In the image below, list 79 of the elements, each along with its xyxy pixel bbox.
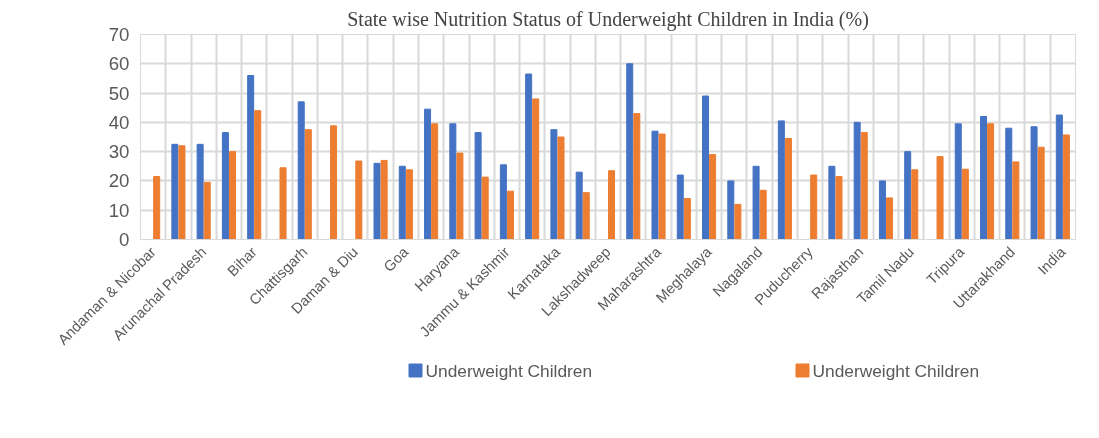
- bar: [987, 123, 995, 240]
- bar: [221, 132, 229, 240]
- bar: [911, 169, 919, 240]
- bar: [474, 132, 482, 240]
- bar: [355, 160, 363, 240]
- bar: [304, 129, 312, 240]
- bar: [1030, 126, 1038, 240]
- bar: [961, 168, 969, 240]
- bar: [1037, 146, 1045, 240]
- bar: [525, 73, 533, 240]
- y-tick-label: 50: [108, 82, 130, 104]
- bar: [1012, 161, 1020, 240]
- bar: [557, 136, 565, 240]
- y-tick-label: 20: [108, 170, 130, 192]
- bar: [247, 75, 255, 240]
- y-tick-label: 0: [119, 229, 130, 250]
- bar: [626, 63, 634, 240]
- bar: [853, 121, 861, 240]
- bar: [171, 143, 179, 240]
- bar: [203, 181, 211, 240]
- bar: [398, 165, 406, 240]
- bar: [481, 176, 489, 240]
- bar: [676, 174, 684, 240]
- bar: [709, 154, 717, 240]
- bar: [810, 174, 818, 240]
- bar: [1062, 134, 1070, 240]
- bar: [373, 162, 381, 240]
- bar: [1005, 127, 1013, 240]
- bar: [380, 159, 388, 240]
- bar: [424, 108, 432, 240]
- bar: [651, 130, 659, 240]
- y-tick-label: 60: [108, 53, 130, 75]
- bar: [506, 190, 514, 240]
- bar: [431, 123, 439, 240]
- bar: [532, 98, 540, 240]
- bar: [254, 110, 262, 240]
- bar: [980, 116, 988, 240]
- bar: [405, 169, 413, 240]
- bar: [702, 95, 710, 240]
- bar: [228, 151, 236, 240]
- bar: [784, 137, 792, 240]
- bar: [196, 143, 204, 240]
- bar: [878, 180, 886, 240]
- bar: [279, 167, 287, 240]
- bar: [886, 197, 894, 240]
- bar: [297, 101, 305, 240]
- bar: [608, 170, 616, 240]
- x-tick-label: Goa: [380, 243, 413, 275]
- bar: [683, 198, 691, 240]
- bar: [153, 176, 161, 240]
- bar: [954, 123, 962, 240]
- bar: [582, 192, 590, 240]
- bar: [860, 132, 868, 240]
- chart-title: State wise Nutrition Status of Underweight Children in India (%): [347, 7, 869, 31]
- y-tick-label: 30: [108, 141, 130, 163]
- bar: [449, 123, 457, 240]
- bar: [727, 180, 735, 240]
- bar: [828, 165, 836, 240]
- legend-label: Underweight Children: [812, 360, 980, 381]
- bar: [752, 165, 760, 240]
- bar: [499, 164, 507, 240]
- y-tick-label: 70: [108, 24, 130, 45]
- bar: [1055, 114, 1063, 240]
- bar: [658, 133, 666, 240]
- legend-label: Underweight Children: [425, 360, 593, 381]
- bar: [936, 156, 944, 240]
- bar: [456, 152, 464, 240]
- y-tick-label: 40: [108, 111, 130, 133]
- bar: [575, 171, 583, 240]
- bar: [550, 129, 558, 240]
- bar: [759, 189, 767, 240]
- bar: [904, 151, 912, 240]
- bar: [734, 203, 742, 240]
- bar: [178, 145, 186, 240]
- bar: [633, 113, 641, 240]
- bar: [330, 125, 338, 240]
- y-tick-label: 10: [108, 199, 130, 221]
- bar: [777, 120, 785, 240]
- bar: [835, 176, 843, 240]
